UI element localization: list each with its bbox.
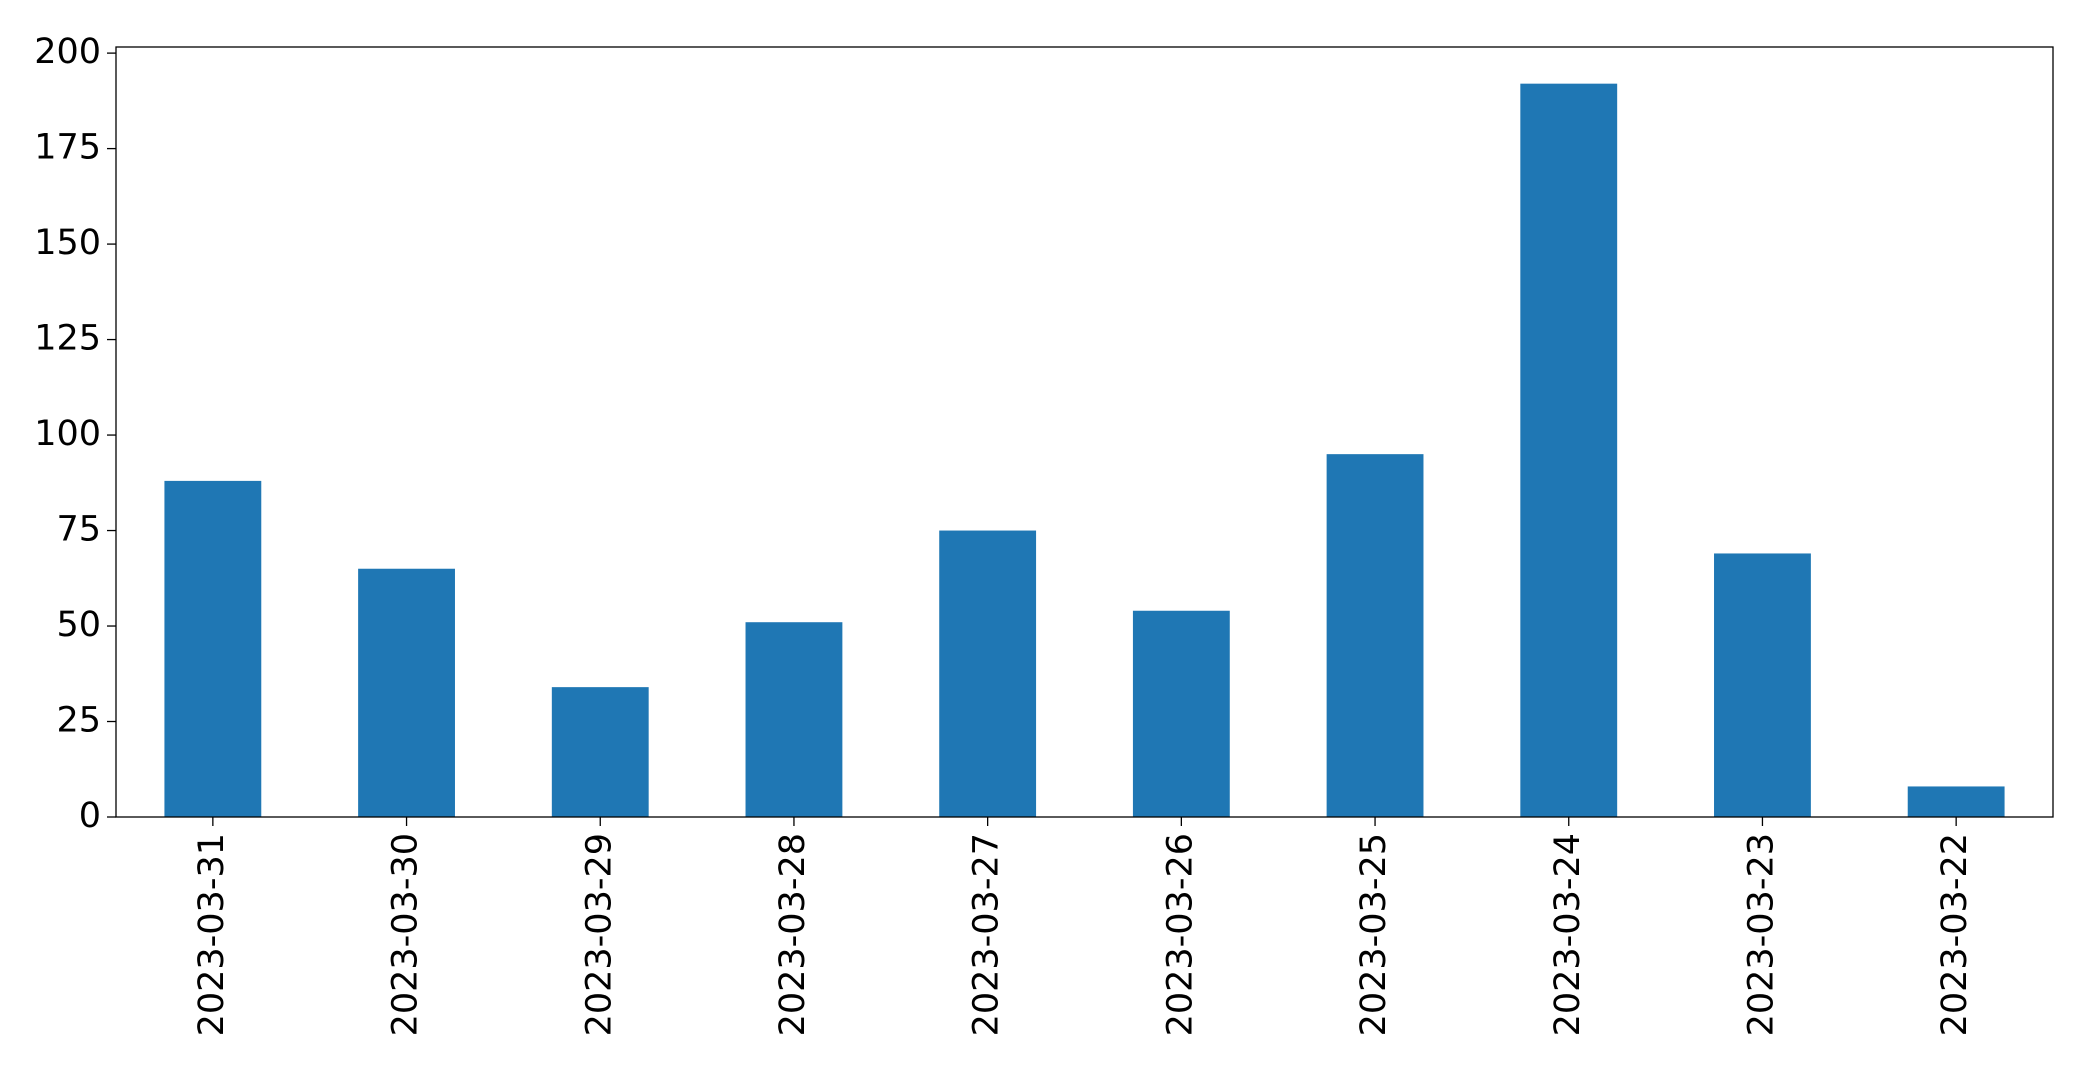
bar — [1714, 553, 1811, 817]
y-tick-label: 25 — [56, 701, 101, 741]
x-tick-label: 2023-03-27 — [967, 833, 1007, 1036]
x-tick-label: 2023-03-22 — [1935, 833, 1975, 1036]
bar — [358, 568, 455, 817]
bar — [1326, 454, 1424, 817]
y-tick-label: 100 — [34, 414, 101, 454]
x-tick-label: 2023-03-24 — [1548, 833, 1588, 1036]
y-tick-label: 125 — [34, 319, 101, 359]
x-tick-label: 2023-03-29 — [579, 833, 619, 1036]
bar — [551, 687, 649, 817]
bar — [939, 530, 1037, 817]
y-tick-label: 150 — [34, 223, 101, 263]
bar — [1907, 786, 2005, 817]
plot-frame — [115, 46, 2054, 818]
y-tick-label: 200 — [34, 32, 101, 72]
x-tick-label: 2023-03-30 — [386, 833, 426, 1036]
x-tick-label: 2023-03-31 — [192, 833, 232, 1036]
x-tick-label: 2023-03-28 — [773, 833, 813, 1036]
y-tick-label: 175 — [34, 128, 101, 168]
x-tick-label: 2023-03-23 — [1741, 833, 1781, 1036]
y-tick-label: 75 — [56, 510, 101, 550]
y-tick-label: 0 — [79, 796, 101, 836]
bar — [1132, 610, 1230, 817]
bar — [1520, 83, 1618, 817]
x-tick-label: 2023-03-25 — [1354, 833, 1394, 1036]
x-tick-label: 2023-03-26 — [1160, 833, 1200, 1036]
bar — [164, 480, 262, 817]
bar — [745, 622, 843, 817]
y-tick-label: 50 — [56, 605, 101, 645]
